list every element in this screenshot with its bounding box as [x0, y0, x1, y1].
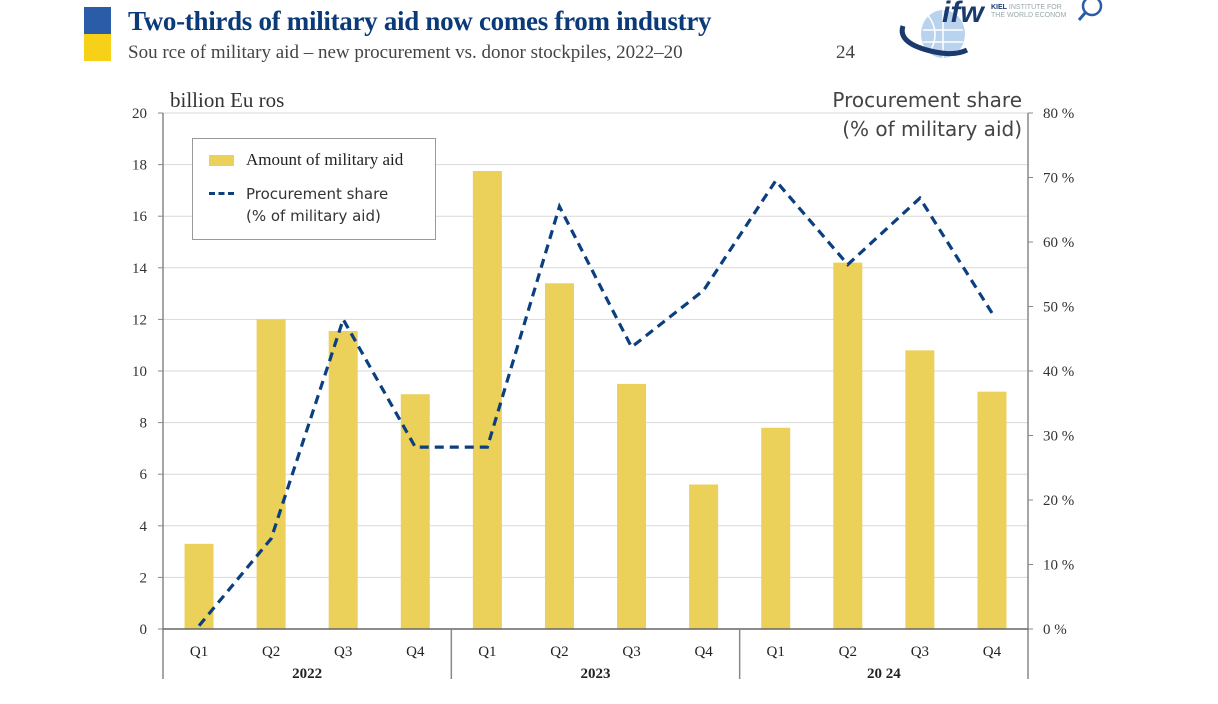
logo-tagline-bold: KIEL [991, 4, 1007, 11]
x-tick-label: Q2 [550, 644, 568, 660]
x-tick-label: Q2 [262, 644, 280, 660]
bar-amount-military-aid [833, 262, 863, 629]
y-left-tick-label: 0 [140, 622, 148, 638]
x-tick-label: Q3 [911, 644, 929, 660]
x-tick-label: Q4 [694, 644, 713, 660]
x-tick-label: Q1 [767, 644, 785, 660]
logo-wordmark: ifw [942, 0, 984, 29]
logo-tagline-line1: INSTITUTE FOR [1006, 4, 1062, 11]
x-tick-label: Q2 [839, 644, 857, 660]
y-left-tick-label: 10 [132, 364, 147, 380]
y-axis-right-label: Procurement share (% of military aid) [832, 86, 1022, 144]
chart-subtitle: Sou rce of military aid – new procuremen… [128, 42, 683, 63]
y-axis-left-label: billion Eu ros [170, 88, 285, 112]
y-left-tick-label: 16 [132, 209, 148, 225]
bar-amount-military-aid [977, 391, 1007, 629]
flag-yellow-band [84, 34, 111, 61]
bar-amount-military-aid [472, 171, 502, 630]
x-tick-label: Q1 [478, 644, 496, 660]
bar-amount-military-aid [184, 543, 214, 629]
bar-amount-military-aid [328, 331, 358, 629]
x-tick-label: Q1 [190, 644, 208, 660]
y-left-tick-label: 6 [140, 467, 148, 483]
bar-amount-military-aid [256, 319, 286, 629]
x-group-label: 2023 [581, 666, 611, 682]
ifw-globe-logo-icon [899, 0, 1103, 58]
chart-title: Two-thirds of military aid now comes fro… [128, 6, 712, 36]
flag-blue-band [84, 7, 111, 34]
y-right-tick-label: 30 % [1043, 429, 1074, 445]
bar-amount-military-aid [905, 350, 935, 629]
legend-label-share: Procurement share (% of military aid) [246, 183, 388, 227]
x-group-label: 2022 [292, 666, 322, 682]
logo-tagline: KIEL INSTITUTE FOR THE WORLD ECONOM [991, 4, 1066, 20]
x-tick-label: Q3 [334, 644, 352, 660]
y-left-tick-label: 12 [132, 312, 147, 328]
x-tick-label: Q4 [983, 644, 1002, 660]
globe-grid [923, 10, 963, 58]
search-icon-handle [1077, 12, 1087, 21]
y-axis-right-label-line1: Procurement share [832, 88, 1022, 112]
legend-label-share-line2: (% of military aid) [246, 207, 381, 225]
bar-amount-military-aid [544, 283, 574, 629]
y-left-tick-label: 4 [140, 519, 148, 535]
y-right-tick-label: 50 % [1043, 300, 1074, 316]
ukraine-flag-icon [84, 7, 111, 61]
y-right-tick-label: 10 % [1043, 558, 1074, 574]
legend-label-amount: Amount of military aid [246, 150, 404, 169]
y-left-tick-label: 18 [132, 158, 147, 174]
globe-swoosh [899, 25, 969, 57]
y-right-tick-label: 0 % [1043, 622, 1067, 638]
legend-dashed-line-swatch [209, 192, 234, 195]
x-tick-label: Q4 [406, 644, 425, 660]
chart-legend: Amount of military aid Procurement share… [192, 138, 436, 240]
bar-amount-military-aid [617, 383, 647, 629]
bar-amount-military-aid [400, 394, 430, 629]
bar-amount-military-aid [761, 427, 791, 629]
y-left-tick-label: 8 [140, 416, 148, 432]
y-right-tick-label: 20 % [1043, 493, 1074, 509]
x-group-label: 20 24 [867, 666, 901, 682]
logo-tagline-line2: THE WORLD ECONOM [991, 12, 1067, 19]
bar-amount-military-aid [689, 484, 719, 629]
y-axis-right-label-line2: (% of military aid) [842, 117, 1022, 141]
y-right-tick-label: 80 % [1043, 106, 1074, 122]
search-icon[interactable] [1081, 0, 1103, 17]
y-right-tick-label: 70 % [1043, 171, 1074, 187]
legend-bar-swatch [209, 155, 234, 166]
legend-label-share-line1: Procurement share [246, 185, 389, 203]
y-right-tick-label: 60 % [1043, 235, 1074, 251]
y-left-tick-label: 2 [140, 570, 148, 586]
y-right-tick-label: 40 % [1043, 364, 1074, 380]
line-procurement-share [197, 178, 994, 627]
x-tick-label: Q3 [622, 644, 640, 660]
y-left-tick-label: 20 [132, 106, 147, 122]
chart-subtitle-year: 24 [836, 42, 855, 63]
y-left-tick-label: 14 [132, 261, 148, 277]
